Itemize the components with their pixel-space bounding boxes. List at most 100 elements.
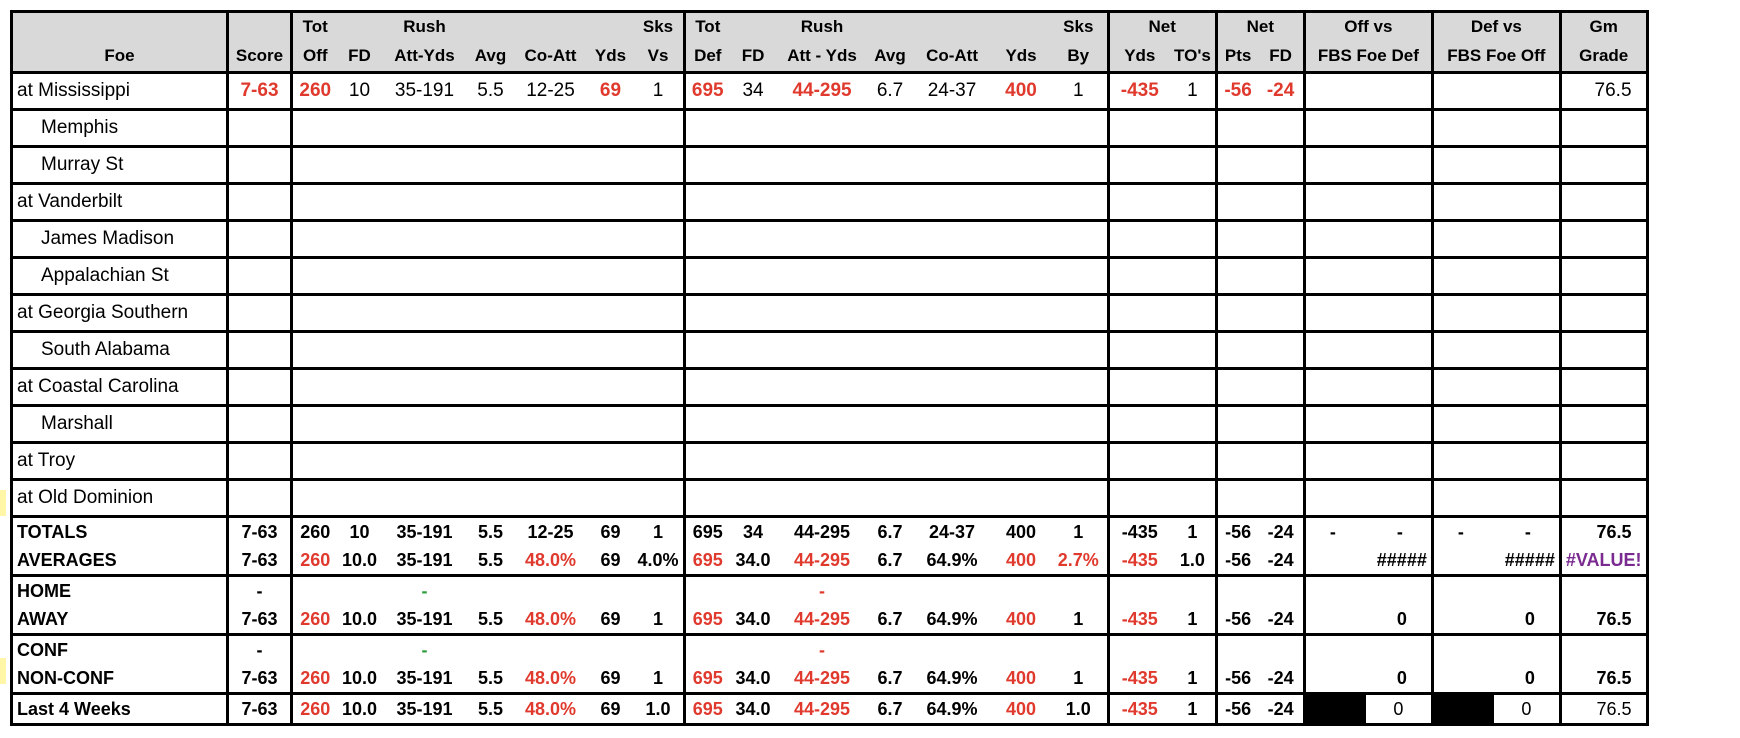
grade-cell: 76.5	[1558, 693, 1648, 725]
hdr-sks-vs: Vs	[633, 41, 685, 73]
score-cell: 7-63	[226, 693, 292, 725]
game-row: Murray St	[11, 145, 1648, 184]
rush-cell: 35-191	[396, 698, 453, 719]
avg-cell: 5.5	[477, 698, 504, 719]
game-row: at Vanderbilt	[11, 182, 1648, 221]
sks-by-cell: 1.0	[1065, 698, 1091, 719]
dco-att-cell: 64.9%	[912, 605, 993, 636]
hdr	[912, 11, 993, 41]
foe-cell: Murray St	[11, 145, 228, 184]
game-row: Appalachian St	[11, 256, 1648, 295]
game-row: Marshall	[11, 404, 1648, 443]
hdr: Rush	[776, 11, 869, 41]
yds-cell: 69	[600, 698, 621, 719]
sks-vs-cell: 1	[633, 71, 685, 110]
hdr: Def vs	[1430, 11, 1561, 41]
off-vs-cell: 0	[1302, 693, 1433, 725]
hdr: Sks	[1050, 11, 1109, 41]
tot-off-cell: 260	[290, 664, 338, 695]
dco-att-cell: 64.9%	[926, 698, 978, 719]
tot-off-cell: 260	[290, 546, 338, 577]
score-cell: 7-63	[226, 71, 292, 110]
drush-cell: 44-295	[776, 515, 869, 546]
averages-label: AVERAGES	[11, 546, 228, 577]
off-vs-value: 0	[1393, 698, 1404, 719]
dyds-cell: 400	[992, 605, 1051, 636]
drush-cell: 44-295	[776, 546, 869, 577]
totals-row: TOTALS 7-63 260 10 35-191 5.5 12-25 69 1…	[11, 515, 1648, 546]
def-vs-cell	[1430, 71, 1561, 110]
hdr-tot-def: Def	[682, 41, 731, 73]
yds-cell: 69	[587, 515, 634, 546]
def-vs-cell: 0	[1430, 693, 1561, 725]
sks-vs-cell: 4.0%	[633, 546, 685, 577]
net-pts-cell: -56	[1214, 71, 1259, 110]
fd-cell: 10	[337, 515, 382, 546]
game-row: at Old Dominion	[11, 478, 1648, 517]
tot-def-cell: 695	[682, 515, 731, 546]
davg-cell: 6.7	[868, 515, 913, 546]
foe-cell: Appalachian St	[11, 256, 228, 295]
avg-cell: 5.5	[467, 546, 514, 577]
fd-cell: 10.0	[337, 546, 382, 577]
def-vs-a: -	[1457, 521, 1464, 542]
grade-cell: 76.5	[1558, 605, 1648, 636]
off-vs-cell: #####	[1302, 546, 1433, 577]
score-cell: -	[226, 575, 292, 605]
last4-label: Last 4 Weeks	[17, 698, 131, 719]
tot-def-cell: 695	[682, 605, 731, 636]
grade-cell: 76.5	[1558, 71, 1648, 110]
grade-cell: 76.5	[1558, 515, 1648, 546]
foe-cell: at Georgia Southern	[11, 293, 228, 332]
hdr: Tot	[290, 11, 338, 41]
def-vs-value: 0	[1521, 698, 1532, 719]
dfd-cell: 34.0	[730, 664, 777, 695]
fd-cell: 10.0	[337, 664, 382, 695]
rush-cell: 35-191	[381, 605, 468, 636]
def-vs-cell: --	[1430, 515, 1561, 546]
game-row: at Georgia Southern	[11, 293, 1648, 332]
hdr: Gm	[1558, 11, 1648, 41]
rush-cell: 35-191	[381, 515, 468, 546]
foe-cell: at Troy	[11, 441, 228, 480]
score-cell: -	[226, 634, 292, 664]
dco-att-cell: 24-37	[912, 515, 993, 546]
def-vs-b: -	[1524, 521, 1531, 542]
tos-cell: 1	[1187, 698, 1198, 719]
foe-cell: at Mississippi	[11, 71, 228, 110]
hdr-fd: FD	[337, 41, 382, 73]
totals-label: TOTALS	[11, 515, 228, 546]
averages-row: AVERAGES 7-63 260 10.0 35-191 5.5 48.0% …	[11, 546, 1648, 577]
hdr: Net	[1214, 11, 1305, 41]
off-vs-cell: 0	[1302, 605, 1433, 636]
dco-att-cell: 24-37	[912, 71, 993, 110]
tot-off-cell: 260	[290, 515, 338, 546]
tot-off-cell: 260	[290, 71, 338, 110]
net-yds-cell: -435	[1106, 515, 1171, 546]
net-pts-cell: -56	[1214, 515, 1259, 546]
net-yds-cell: -435	[1106, 664, 1171, 695]
hdr-avg: Avg	[467, 41, 514, 73]
net-pts-cell: -56	[1214, 605, 1259, 636]
net-fd-cell: -24	[1258, 515, 1305, 546]
yds-cell: 69	[587, 664, 634, 695]
hdr	[513, 11, 588, 41]
hdr-rush: Att-Yds	[381, 41, 468, 73]
sks-vs-cell: 1.0	[645, 698, 671, 719]
co-att-cell: 12-25	[513, 515, 588, 546]
net-pts-cell: -56	[1214, 693, 1259, 725]
def-vs-cell: 0	[1430, 664, 1561, 695]
yds-cell: 69	[587, 71, 634, 110]
avg-cell: 5.5	[467, 515, 514, 546]
hdr-sks-by: By	[1050, 41, 1109, 73]
score-cell: 7-63	[226, 546, 292, 577]
dfd-cell: 34.0	[735, 698, 771, 719]
nonconf-label: NON-CONF	[11, 664, 228, 695]
hdr-foe: Foe	[11, 41, 228, 73]
hdr	[730, 11, 777, 41]
off-vs-b: -	[1396, 521, 1403, 542]
hdr-dyds: Yds	[992, 41, 1051, 73]
foe-cell: at Vanderbilt	[11, 182, 228, 221]
net-fd-cell: -24	[1267, 698, 1294, 719]
avg-cell: 5.5	[467, 664, 514, 695]
